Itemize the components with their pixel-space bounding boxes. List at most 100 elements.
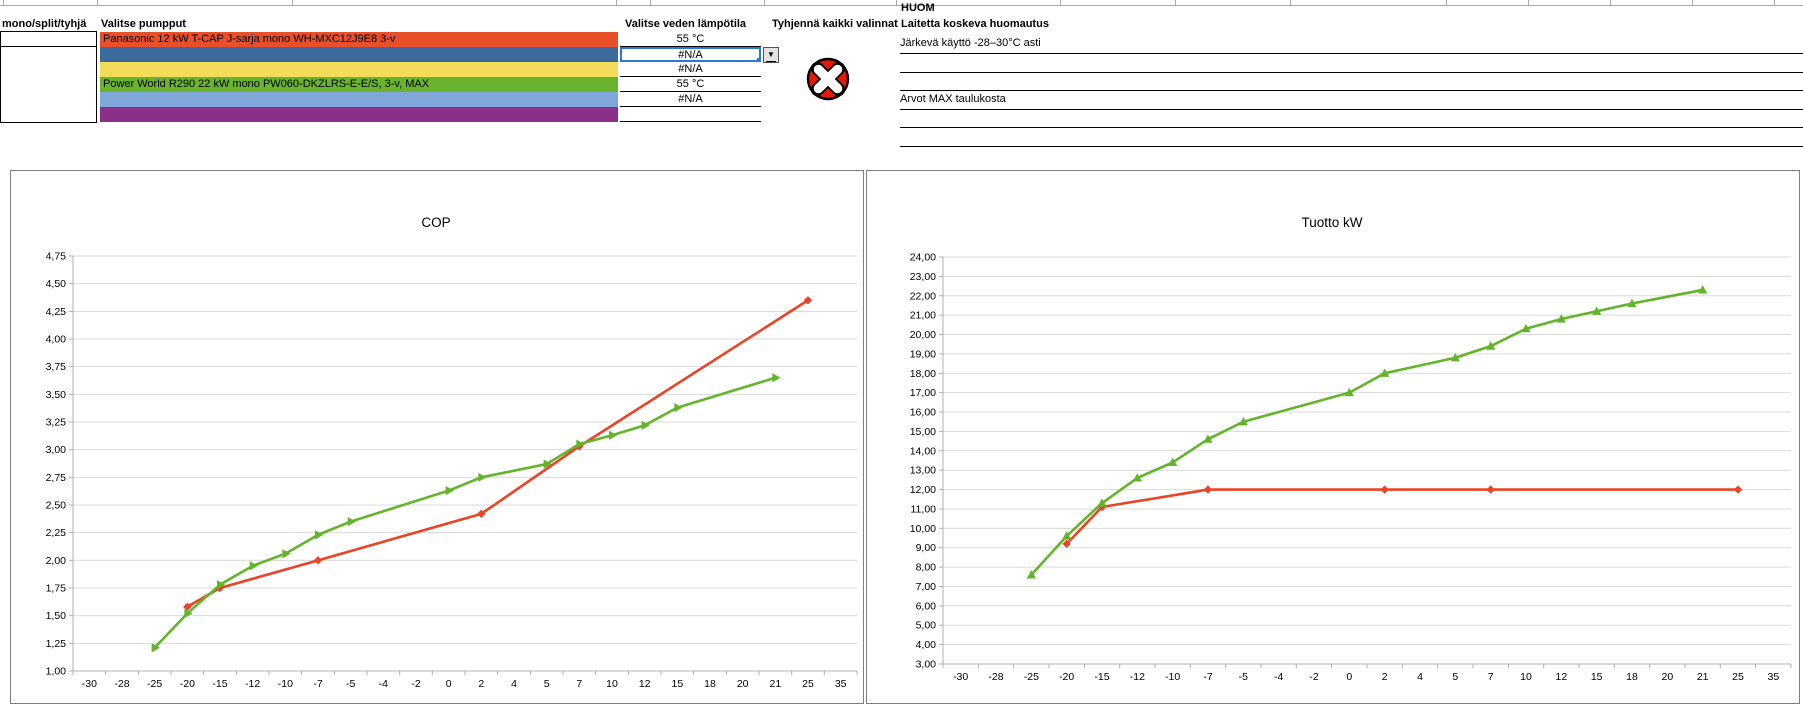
- pump-select-cell[interactable]: Power World R290 22 kW mono PW060-DKZLRS…: [100, 77, 618, 92]
- mono-split-cell[interactable]: [0, 62, 97, 78]
- series-marker: [1698, 285, 1708, 294]
- temp-cell[interactable]: #N/A: [620, 62, 761, 77]
- series-line: [1030, 288, 1704, 577]
- tuotto-chart-svg: Tuotto kW 3,00 4,00 5,00 6,00 7,00 8,00 9,00 10,…: [910, 215, 1792, 683]
- y-tick-label: 20,00: [910, 329, 936, 341]
- x-tick-label: -25: [147, 678, 162, 690]
- note-cell: Arvot MAX taulukosta: [900, 91, 1803, 110]
- grid-column-tick: [3, 0, 4, 5]
- y-tick-label: 23,00: [910, 271, 936, 283]
- grid-column-tick: [1175, 0, 1176, 5]
- series-marker: [576, 439, 585, 449]
- header-huomautus: Laitetta koskeva huomautus: [901, 18, 1049, 30]
- series-marker: [1627, 298, 1637, 308]
- series-marker: [315, 530, 324, 540]
- series-marker: [215, 583, 225, 593]
- y-tick-label: 21,00: [910, 310, 936, 322]
- y-tick-label: 19,00: [910, 348, 936, 360]
- pump-select-cell[interactable]: [100, 47, 618, 62]
- grid-column-tick: [616, 0, 617, 5]
- pump-select-cell[interactable]: [100, 62, 618, 77]
- y-tick-label: 24,00: [910, 252, 936, 264]
- pump-select-cell[interactable]: [100, 107, 618, 122]
- series-line: [1065, 488, 1740, 546]
- mono-split-cell[interactable]: [0, 47, 97, 63]
- note-cell: [900, 109, 1803, 128]
- series-marker: [1450, 352, 1460, 362]
- y-tick-label: 3,00: [916, 659, 937, 671]
- x-tick-label: 35: [835, 678, 847, 690]
- y-tick-label: 14,00: [910, 445, 936, 457]
- series-marker: [1486, 341, 1496, 350]
- header-mono-split: mono/split/tyhjä: [2, 18, 87, 30]
- y-tick-label: 11,00: [911, 503, 937, 515]
- series-marker: [1592, 306, 1602, 315]
- selection-handle[interactable]: [757, 58, 759, 60]
- y-tick-label: 3,00: [46, 444, 67, 456]
- y-tick-label: 2,50: [46, 500, 67, 512]
- series-marker: [478, 472, 487, 482]
- pump-select-cell[interactable]: Panasonic 12 kW T-CAP J-sarja mono WH-MX…: [100, 32, 618, 47]
- y-tick-label: 1,25: [46, 638, 67, 650]
- y-tick-label: 10,00: [910, 523, 936, 535]
- series-marker: [1344, 387, 1354, 397]
- mono-split-cell[interactable]: [0, 107, 97, 123]
- mono-split-cell[interactable]: [0, 77, 97, 93]
- y-tick-label: 3,25: [46, 417, 67, 429]
- note-cell: [900, 54, 1803, 73]
- series-marker: [347, 517, 356, 527]
- x-tick-label: 5: [1452, 671, 1458, 683]
- x-tick-label: 20: [1661, 671, 1673, 683]
- x-tick-label: 4: [1417, 671, 1423, 683]
- x-tick-label: -12: [245, 678, 260, 690]
- x-tick-label: -10: [1165, 671, 1180, 683]
- series-marker: [1733, 485, 1743, 494]
- x-tick-label: -15: [1094, 671, 1109, 683]
- chart-title: COP: [421, 215, 450, 230]
- grid-column-tick: [1060, 0, 1061, 5]
- series-marker: [1238, 416, 1248, 426]
- x-tick-label: 0: [1346, 671, 1352, 683]
- x-tick-label: 21: [769, 678, 781, 690]
- x-tick-label: -2: [1309, 671, 1318, 683]
- series-marker: [1168, 457, 1178, 467]
- series-marker: [609, 430, 618, 440]
- x-tick-label: 25: [1732, 671, 1744, 683]
- mono-split-cell[interactable]: [0, 31, 97, 47]
- grid-column-tick: [1290, 0, 1291, 5]
- cop-chart: COP 1,00 1,25 1,50 1,75 2,00 2,25 2,50 2,75 3,00 3…: [10, 170, 864, 704]
- x-tick-label: 18: [1626, 671, 1638, 683]
- y-tick-label: 5,00: [916, 620, 937, 632]
- pump-select-cell[interactable]: [100, 92, 618, 107]
- clear-all-x-icon: [806, 57, 850, 101]
- series-marker: [282, 549, 291, 559]
- series-marker: [803, 296, 813, 305]
- temp-cell[interactable]: 55 °C: [620, 77, 761, 92]
- series-marker: [217, 580, 226, 590]
- x-tick-label: -20: [1059, 671, 1074, 683]
- header-valitse-pumpput: Valitse pumpput: [101, 18, 186, 30]
- temp-cell[interactable]: 55 °C: [620, 32, 761, 47]
- note-cell: Järkevä käyttö -28–30°C asti: [900, 35, 1803, 54]
- series-marker: [1026, 570, 1036, 579]
- clear-all-button[interactable]: [805, 56, 851, 102]
- temp-cell-selected[interactable]: #N/A: [620, 47, 761, 62]
- x-tick-label: -4: [1274, 671, 1283, 683]
- grid-column-tick: [650, 0, 651, 5]
- x-tick-label: 20: [737, 678, 749, 690]
- series-marker: [543, 459, 552, 469]
- y-tick-label: 3,50: [46, 389, 67, 401]
- x-tick-label: -28: [114, 678, 129, 690]
- temp-cell[interactable]: [620, 107, 761, 122]
- temp-cell[interactable]: #N/A: [620, 92, 761, 107]
- x-tick-label: -30: [953, 671, 968, 683]
- y-tick-label: 4,00: [916, 639, 937, 651]
- y-tick-label: 17,00: [910, 387, 936, 399]
- mono-split-cell[interactable]: [0, 92, 97, 108]
- grid-column-tick: [97, 0, 98, 5]
- dropdown-button[interactable]: ▼: [763, 47, 779, 63]
- series-marker: [674, 403, 683, 413]
- grid-column-tick: [1528, 0, 1529, 5]
- series-marker: [1097, 498, 1107, 507]
- y-tick-label: 12,00: [910, 484, 936, 496]
